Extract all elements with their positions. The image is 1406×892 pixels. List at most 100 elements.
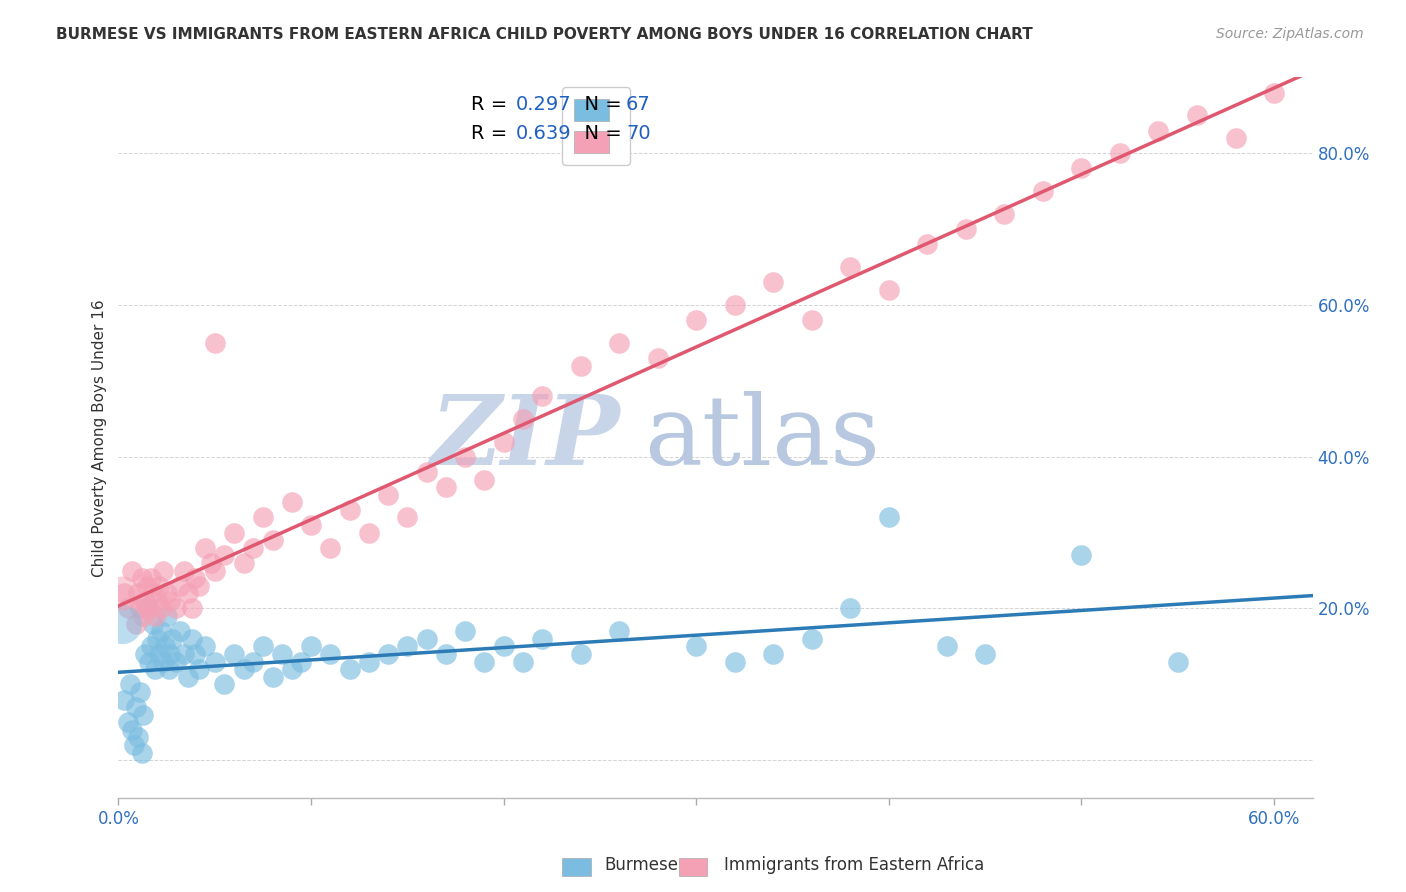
Point	[232, 662, 254, 676]
Point	[474, 655, 496, 669]
Point	[607, 335, 630, 350]
Point	[607, 624, 630, 639]
Point	[974, 647, 997, 661]
Point	[454, 624, 477, 639]
Text: atlas: atlas	[644, 391, 880, 484]
Point	[204, 335, 226, 350]
Legend: , : ,	[562, 87, 630, 165]
Text: 0.639: 0.639	[516, 124, 572, 143]
Point	[159, 647, 181, 661]
Point	[685, 313, 707, 327]
Point	[474, 473, 496, 487]
Text: 67: 67	[626, 95, 651, 113]
Point	[194, 640, 217, 654]
Point	[396, 640, 419, 654]
Point	[955, 222, 977, 236]
Point	[152, 655, 174, 669]
Point	[281, 495, 304, 509]
Point	[180, 632, 202, 646]
Text: Burmese: Burmese	[605, 856, 679, 874]
Point	[512, 655, 534, 669]
Point	[319, 647, 342, 661]
Point	[1185, 108, 1208, 122]
Point	[281, 662, 304, 676]
Bar	[679, 858, 707, 876]
Point	[149, 601, 172, 615]
Point	[136, 579, 159, 593]
Point	[117, 601, 139, 615]
Point	[159, 594, 181, 608]
Point	[165, 655, 187, 669]
Point	[917, 237, 939, 252]
Point	[134, 594, 156, 608]
Point	[762, 647, 785, 661]
Point	[1070, 549, 1092, 563]
Point	[112, 692, 135, 706]
Point	[252, 640, 274, 654]
Point	[531, 632, 554, 646]
Bar	[562, 858, 591, 876]
Point	[142, 586, 165, 600]
Point	[569, 359, 592, 373]
Point	[512, 412, 534, 426]
Point	[434, 647, 457, 661]
Point	[169, 579, 191, 593]
Point	[177, 670, 200, 684]
Point	[194, 541, 217, 555]
Point	[724, 298, 747, 312]
Point	[877, 510, 900, 524]
Point	[839, 601, 862, 615]
Y-axis label: Child Poverty Among Boys Under 16: Child Poverty Among Boys Under 16	[93, 299, 107, 576]
Point	[134, 647, 156, 661]
Point	[724, 655, 747, 669]
Point	[993, 207, 1015, 221]
Text: 0.297: 0.297	[516, 95, 572, 113]
Point	[800, 313, 823, 327]
Point	[152, 564, 174, 578]
Point	[180, 601, 202, 615]
Point	[396, 510, 419, 524]
Point	[800, 632, 823, 646]
Point	[118, 677, 141, 691]
Point	[173, 647, 195, 661]
Point	[252, 510, 274, 524]
Point	[132, 707, 155, 722]
Point	[262, 533, 284, 548]
Point	[121, 564, 143, 578]
Point	[454, 450, 477, 464]
Point	[232, 556, 254, 570]
Point	[222, 647, 245, 661]
Point	[131, 571, 153, 585]
Point	[242, 655, 264, 669]
Point	[155, 609, 177, 624]
Point	[339, 503, 361, 517]
Point	[153, 640, 176, 654]
Point	[877, 283, 900, 297]
Point	[141, 640, 163, 654]
Point	[146, 632, 169, 646]
Point	[184, 571, 207, 585]
Point	[128, 685, 150, 699]
Point	[531, 389, 554, 403]
Text: Immigrants from Eastern Africa: Immigrants from Eastern Africa	[724, 856, 984, 874]
Point	[204, 655, 226, 669]
Point	[146, 594, 169, 608]
Point	[935, 640, 957, 654]
Point	[1225, 131, 1247, 145]
Point	[138, 655, 160, 669]
Point	[299, 640, 322, 654]
Point	[271, 647, 294, 661]
Point	[128, 601, 150, 615]
Point	[1147, 123, 1170, 137]
Point	[121, 723, 143, 737]
Text: R =: R =	[471, 95, 513, 113]
Point	[141, 571, 163, 585]
Text: N =: N =	[572, 95, 628, 113]
Point	[148, 579, 170, 593]
Point	[685, 640, 707, 654]
Point	[262, 670, 284, 684]
Point	[117, 715, 139, 730]
Point	[143, 662, 166, 676]
Text: R =: R =	[471, 124, 513, 143]
Point	[188, 662, 211, 676]
